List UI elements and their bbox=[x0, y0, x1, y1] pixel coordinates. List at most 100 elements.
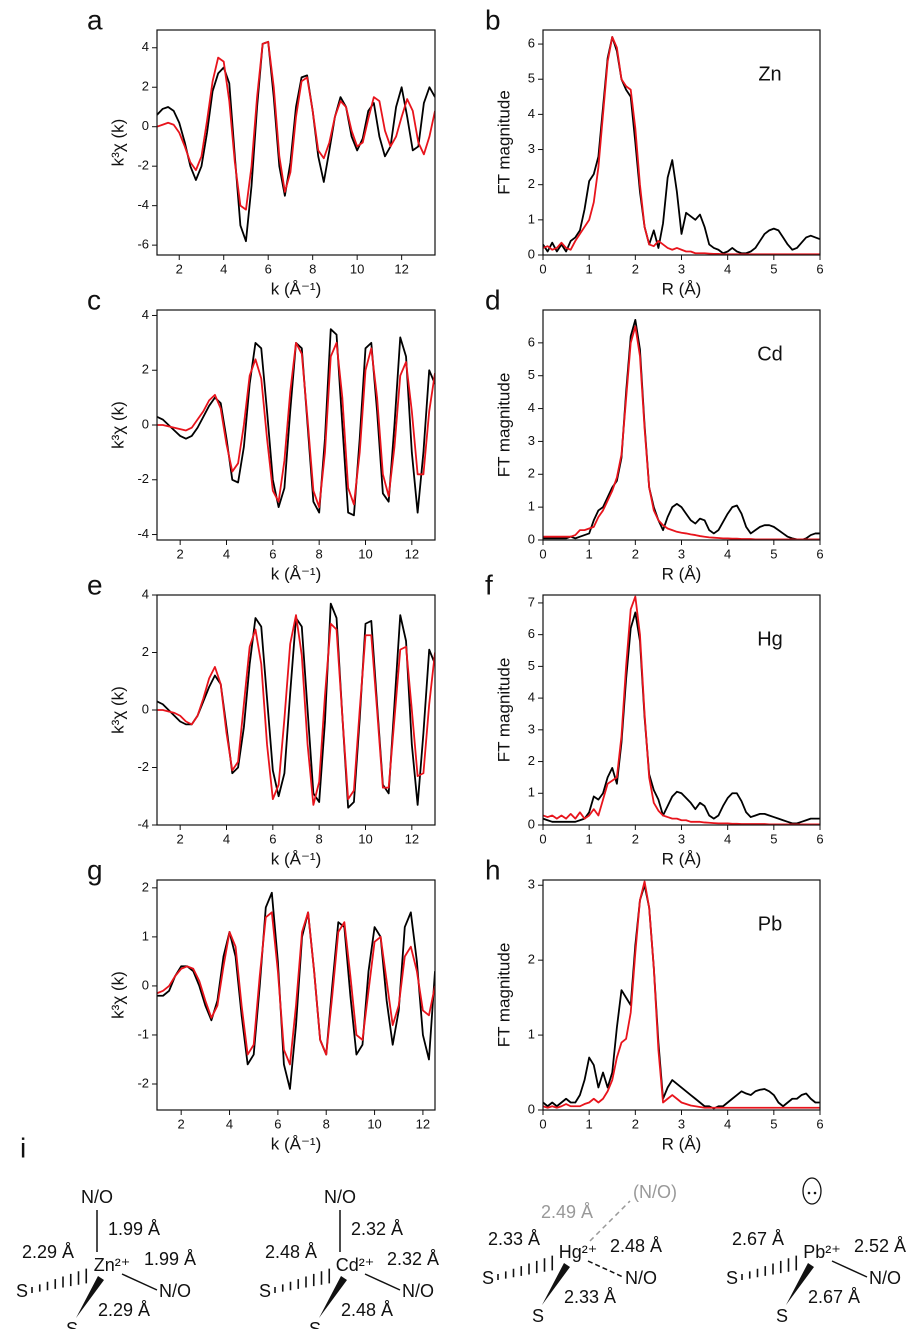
y-axis-label: FT magnitude bbox=[494, 943, 513, 1048]
y-tick-label: 0 bbox=[142, 416, 149, 431]
y-tick-label: -2 bbox=[137, 471, 149, 486]
y-tick-label: 4 bbox=[528, 690, 535, 705]
x-tick-label: 0 bbox=[539, 546, 546, 561]
structure-left: S bbox=[16, 1281, 28, 1301]
structure: Pb²⁺ 2.67 Å 2.52 Å N/O S S 2.67 Å bbox=[726, 1177, 906, 1326]
y-tick-label: 0 bbox=[528, 246, 535, 261]
electron bbox=[807, 1191, 811, 1195]
plot-area bbox=[157, 40, 435, 243]
x-axis-label: k (Å⁻¹) bbox=[271, 1134, 322, 1153]
y-tick-label: 6 bbox=[528, 334, 535, 349]
y-tick-label: 3 bbox=[528, 141, 535, 156]
panel-label: f bbox=[485, 569, 493, 600]
x-tick-label: 12 bbox=[394, 261, 408, 276]
x-axis-label: k (Å⁻¹) bbox=[271, 564, 322, 583]
panel-label: g bbox=[87, 854, 103, 885]
y-tick-label: 3 bbox=[528, 877, 535, 892]
axes-frame bbox=[156, 879, 436, 1111]
y-tick-label: 4 bbox=[528, 106, 535, 121]
y-tick-label: 1 bbox=[142, 928, 149, 943]
x-tick-label: 5 bbox=[770, 1116, 777, 1131]
structure-left: S bbox=[726, 1268, 738, 1288]
y-tick-label: 2 bbox=[528, 753, 535, 768]
x-tick-label: 4 bbox=[223, 546, 230, 561]
y-tick-label: 1 bbox=[528, 499, 535, 514]
x-tick-label: 4 bbox=[223, 831, 230, 846]
x-tick-label: 12 bbox=[405, 546, 419, 561]
solid-wedge bbox=[76, 1276, 104, 1318]
x-tick-label: 1 bbox=[586, 261, 593, 276]
y-axis-label: k³χ (k) bbox=[108, 686, 127, 734]
structure-metal: Hg²⁺ bbox=[559, 1242, 598, 1262]
y-tick-label: 0 bbox=[142, 701, 149, 716]
y-tick-label: 0 bbox=[142, 118, 149, 133]
data-line bbox=[543, 880, 820, 1109]
x-tick-label: 6 bbox=[274, 1116, 281, 1131]
structure-metal: Pb²⁺ bbox=[803, 1242, 841, 1262]
x-tick-label: 3 bbox=[678, 1116, 685, 1131]
y-tick-label: 2 bbox=[528, 176, 535, 191]
x-tick-label: 6 bbox=[816, 831, 823, 846]
data-line bbox=[157, 614, 435, 806]
x-tick-label: 6 bbox=[816, 1116, 823, 1131]
y-tick-label: 7 bbox=[528, 594, 535, 609]
data-line bbox=[157, 40, 435, 243]
x-tick-label: 2 bbox=[177, 831, 184, 846]
x-tick-label: 12 bbox=[405, 831, 419, 846]
y-tick-label: 0 bbox=[142, 977, 149, 992]
y-tick-label: -2 bbox=[137, 759, 149, 774]
x-tick-label: 2 bbox=[178, 1116, 185, 1131]
x-tick-label: 0 bbox=[539, 1116, 546, 1131]
x-tick-label: 6 bbox=[269, 546, 276, 561]
data-line bbox=[543, 325, 820, 540]
structure-bottom-bond: 2.29 Å bbox=[98, 1300, 150, 1320]
panel-label: h bbox=[485, 854, 501, 885]
x-tick-label: 1 bbox=[586, 1116, 593, 1131]
data-line bbox=[543, 36, 820, 255]
y-tick-label: 3 bbox=[528, 721, 535, 736]
structure-bottom-bond: 2.48 Å bbox=[341, 1300, 393, 1320]
structure-top: N/O bbox=[81, 1187, 113, 1207]
x-tick-label: 6 bbox=[265, 261, 272, 276]
y-tick-label: 2 bbox=[142, 79, 149, 94]
y-tick-label: 4 bbox=[528, 400, 535, 415]
x-tick-label: 2 bbox=[177, 546, 184, 561]
y-tick-label: 4 bbox=[142, 307, 149, 322]
data-line bbox=[157, 341, 435, 509]
structure-right: N/O bbox=[869, 1268, 901, 1288]
structure-metal: Cd²⁺ bbox=[336, 1255, 375, 1275]
panel-label: i bbox=[20, 1132, 26, 1163]
y-axis-label: k³χ (k) bbox=[108, 119, 127, 167]
panel-label: c bbox=[87, 284, 101, 315]
bond bbox=[364, 1273, 401, 1291]
structure-top-bond: 1.99 Å bbox=[108, 1219, 160, 1239]
x-tick-label: 3 bbox=[678, 546, 685, 561]
y-tick-label: -2 bbox=[137, 158, 149, 173]
structure-right-bond: 2.32 Å bbox=[387, 1249, 439, 1269]
data-line bbox=[157, 911, 435, 1066]
plot-area bbox=[543, 318, 820, 540]
x-axis-label: R (Å) bbox=[662, 849, 702, 868]
structure-top: (N/O) bbox=[633, 1182, 677, 1202]
data-line bbox=[543, 318, 820, 540]
y-tick-label: 5 bbox=[528, 658, 535, 673]
structure: Cd²⁺ N/O 2.32 Å 2.48 Å 2.32 Å N/O S S 2.48 Å bbox=[259, 1187, 439, 1334]
y-tick-label: 0 bbox=[528, 816, 535, 831]
plot-area bbox=[543, 595, 820, 825]
x-tick-label: 10 bbox=[358, 546, 372, 561]
x-tick-label: 6 bbox=[816, 261, 823, 276]
y-tick-label: 4 bbox=[142, 586, 149, 601]
x-tick-label: 12 bbox=[416, 1116, 430, 1131]
structure-left: S bbox=[259, 1281, 271, 1301]
x-tick-label: 2 bbox=[632, 546, 639, 561]
structure-bottom: S bbox=[776, 1306, 788, 1326]
plot-area bbox=[157, 328, 435, 517]
structure-left-bond: 2.67 Å bbox=[732, 1229, 784, 1249]
y-tick-label: 2 bbox=[528, 952, 535, 967]
y-axis-label: k³χ (k) bbox=[108, 401, 127, 449]
x-axis-label: R (Å) bbox=[662, 1134, 702, 1153]
x-tick-label: 3 bbox=[678, 261, 685, 276]
x-tick-label: 8 bbox=[316, 831, 323, 846]
y-tick-label: 0 bbox=[528, 1101, 535, 1116]
